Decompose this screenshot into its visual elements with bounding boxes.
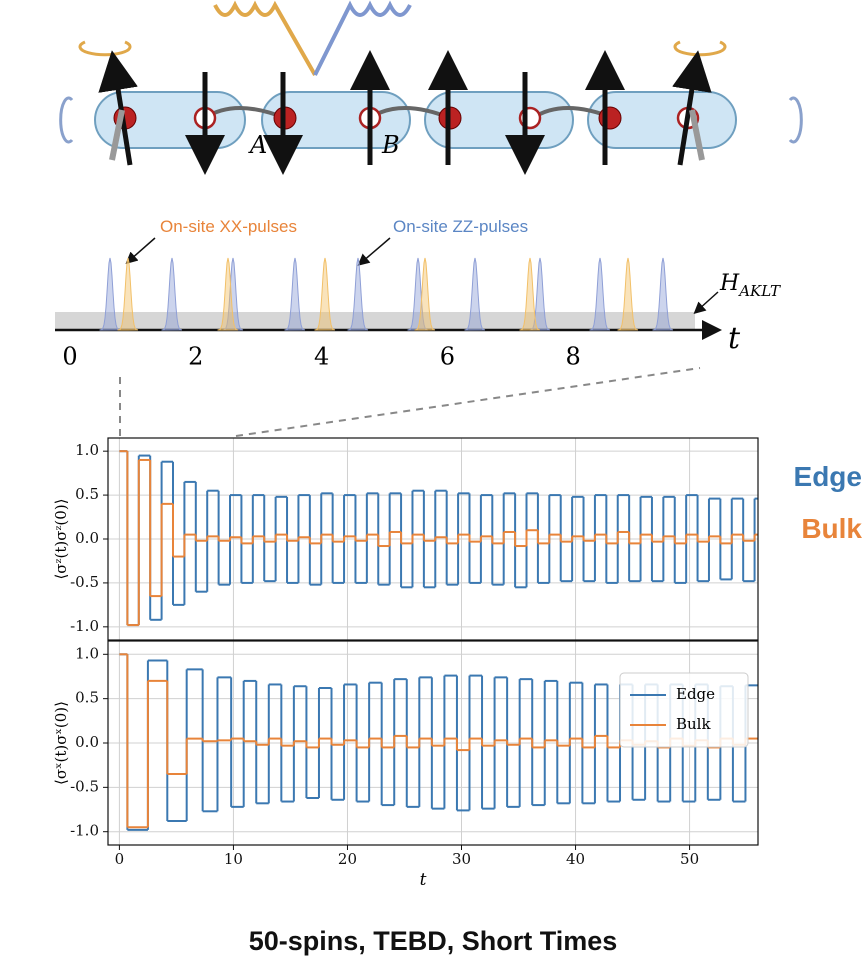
y-tick-label: 1.0	[75, 441, 99, 459]
y-tick-label: -0.5	[70, 777, 99, 795]
timeline-tick-label: 0	[62, 343, 77, 371]
timeline-tick-label: 6	[440, 343, 455, 371]
site	[599, 107, 621, 129]
site-label: B	[381, 131, 400, 159]
hamiltonian-subscript: AKLT	[737, 282, 781, 300]
y-tick-label: 1.0	[75, 644, 99, 662]
x-tick-label: 10	[224, 850, 243, 868]
spin-chain: A B	[61, 5, 802, 165]
legend-label: Edge	[794, 461, 862, 492]
timeline-axis-label: t	[728, 321, 741, 356]
rotation	[61, 98, 72, 142]
site-label: A	[248, 131, 267, 159]
caption: 50-spins, TEBD, Short Times	[249, 926, 618, 956]
y-tick-label: -1.0	[70, 617, 99, 635]
timeline-tick-label: 8	[566, 343, 581, 371]
legend-label: Edge	[676, 685, 715, 703]
y-tick-label: 0.5	[75, 485, 99, 503]
y-tick-label: 0.0	[75, 733, 99, 751]
y-tick-label: 0.0	[75, 529, 99, 547]
y-tick-label: 0.5	[75, 689, 99, 707]
rotation	[675, 42, 725, 55]
pulse-timeline: On-site XX-pulses On-site ZZ-pulses HAKL…	[55, 217, 781, 371]
x-tick-label: 30	[452, 850, 471, 868]
timeline-tick-label: 4	[314, 343, 329, 371]
zz-pulse-wave	[315, 5, 410, 75]
x-tick-label: 50	[680, 850, 699, 868]
figure: A B On-site XX-pulses On-site ZZ-pulses …	[0, 0, 866, 970]
zoom-line	[236, 368, 700, 436]
x-tick-label: 40	[566, 850, 585, 868]
x-tick-label: 20	[338, 850, 357, 868]
y-tick-label: -1.0	[70, 822, 99, 840]
legend-label: Bulk	[676, 715, 711, 733]
y-tick-label: -0.5	[70, 573, 99, 591]
y-axis-label: ⟨σᶻ(t)σᶻ(0)⟩	[52, 498, 70, 579]
chart: 0 10 20 30 40 50 -1.0 -0.5 0.0 0.5 1.0 ⟨σˣ(t)σˣ(0)⟩…	[52, 641, 758, 890]
xx-pulse-wave	[215, 5, 315, 75]
hamiltonian-symbol: H	[719, 271, 740, 296]
pointer	[698, 292, 718, 310]
chart: -1.0 -0.5 0.0 0.5 1.0 ⟨σᶻ(t)σᶻ(0)⟩ Edge Bulk	[52, 438, 862, 645]
pointer	[130, 238, 155, 260]
y-axis-label: ⟨σˣ(t)σˣ(0)⟩	[52, 701, 70, 785]
x-axis-label: t	[420, 870, 427, 890]
rotation	[80, 42, 130, 55]
pulse-label: On-site ZZ-pulses	[393, 217, 528, 236]
legend-label: Bulk	[801, 513, 862, 544]
pulse-label: On-site XX-pulses	[160, 217, 297, 236]
timeline-tick-label: 2	[188, 343, 203, 371]
rotation	[790, 98, 801, 142]
hamiltonian-label: HAKLT	[719, 271, 781, 300]
pointer	[362, 238, 390, 262]
x-tick-label: 0	[115, 850, 125, 868]
